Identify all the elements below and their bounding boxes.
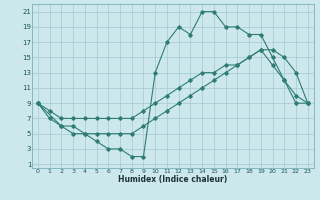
X-axis label: Humidex (Indice chaleur): Humidex (Indice chaleur) <box>118 175 228 184</box>
